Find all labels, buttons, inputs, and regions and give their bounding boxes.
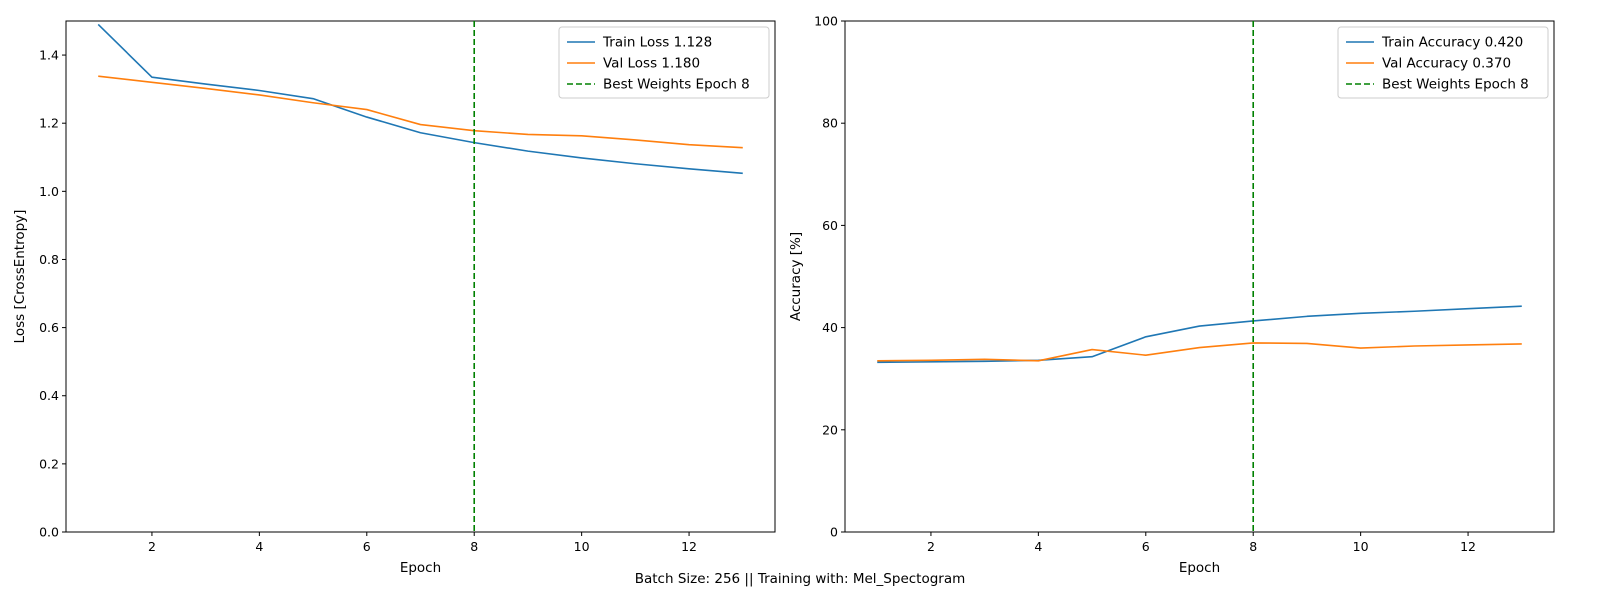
y-tick-label: 1.2 xyxy=(39,116,59,131)
x-tick-label: 4 xyxy=(1034,539,1042,554)
y-tick-label: 40 xyxy=(822,320,838,335)
x-tick-label: 10 xyxy=(574,539,590,554)
legend-box xyxy=(1337,26,1549,99)
y-tick-label: 0.2 xyxy=(39,456,59,471)
y-tick-label: 0 xyxy=(830,525,838,540)
y-tick-label: 100 xyxy=(814,14,838,29)
y-tick-label: 80 xyxy=(822,116,838,131)
y-axis-title: Loss [CrossEntropy] xyxy=(12,210,28,344)
y-tick-label: 0.4 xyxy=(39,388,59,403)
loss-chart: 2 4 6 8 10 12 0.0 0.2 0.4 0.6 0.8 1.0 1.2 1.4 Epoch Los… xyxy=(12,20,776,576)
x-tick-label: 6 xyxy=(363,539,371,554)
plot-area xyxy=(65,20,776,533)
legend-label: Train Accuracy 0.420 xyxy=(1381,35,1523,51)
x-tick-label: 8 xyxy=(470,539,478,554)
x-tick-label: 12 xyxy=(1460,539,1476,554)
series-line-1 xyxy=(98,75,743,149)
series-line-0 xyxy=(877,305,1522,364)
x-tick-label: 2 xyxy=(927,539,935,554)
legend-label: Best Weights Epoch 8 xyxy=(603,77,750,93)
legend: Train Accuracy 0.420 Val Accuracy 0.370 Be… xyxy=(1337,26,1549,99)
y-axis-title: Accuracy [%] xyxy=(788,232,804,321)
accuracy-chart: 2 4 6 8 10 12 0 20 40 60 80 100 Epoch Accuracy [%] Tra… xyxy=(788,14,1555,576)
y-tick-label: 60 xyxy=(822,218,838,233)
legend-label: Train Loss 1.128 xyxy=(602,35,712,51)
y-tick-label: 0.0 xyxy=(39,525,59,540)
figure-suptitle: Batch Size: 256 || Training with: Mel_Sp… xyxy=(635,571,966,587)
legend-label: Val Loss 1.180 xyxy=(603,56,700,72)
legend: Train Loss 1.128 Val Loss 1.180 Best Weigh… xyxy=(558,26,770,99)
x-tick-label: 6 xyxy=(1142,539,1150,554)
y-tick-label: 0.6 xyxy=(39,320,59,335)
x-tick-label: 12 xyxy=(681,539,697,554)
y-tick-label: 1.0 xyxy=(39,184,59,199)
y-tick-label: 0.8 xyxy=(39,252,59,267)
x-tick-label: 10 xyxy=(1353,539,1369,554)
legend-label: Best Weights Epoch 8 xyxy=(1382,77,1529,93)
legend-label: Val Accuracy 0.370 xyxy=(1382,56,1511,72)
plot-area xyxy=(844,20,1555,533)
x-tick-label: 8 xyxy=(1249,539,1257,554)
x-tick-label: 4 xyxy=(255,539,263,554)
x-axis-title: Epoch xyxy=(1179,560,1220,576)
legend-box xyxy=(558,26,770,99)
series-line-0 xyxy=(97,23,743,175)
y-tick-label: 1.4 xyxy=(39,48,59,63)
x-axis-title: Epoch xyxy=(400,560,441,576)
x-tick-label: 2 xyxy=(148,539,156,554)
y-tick-label: 20 xyxy=(822,422,838,437)
series-line-1 xyxy=(877,342,1522,362)
